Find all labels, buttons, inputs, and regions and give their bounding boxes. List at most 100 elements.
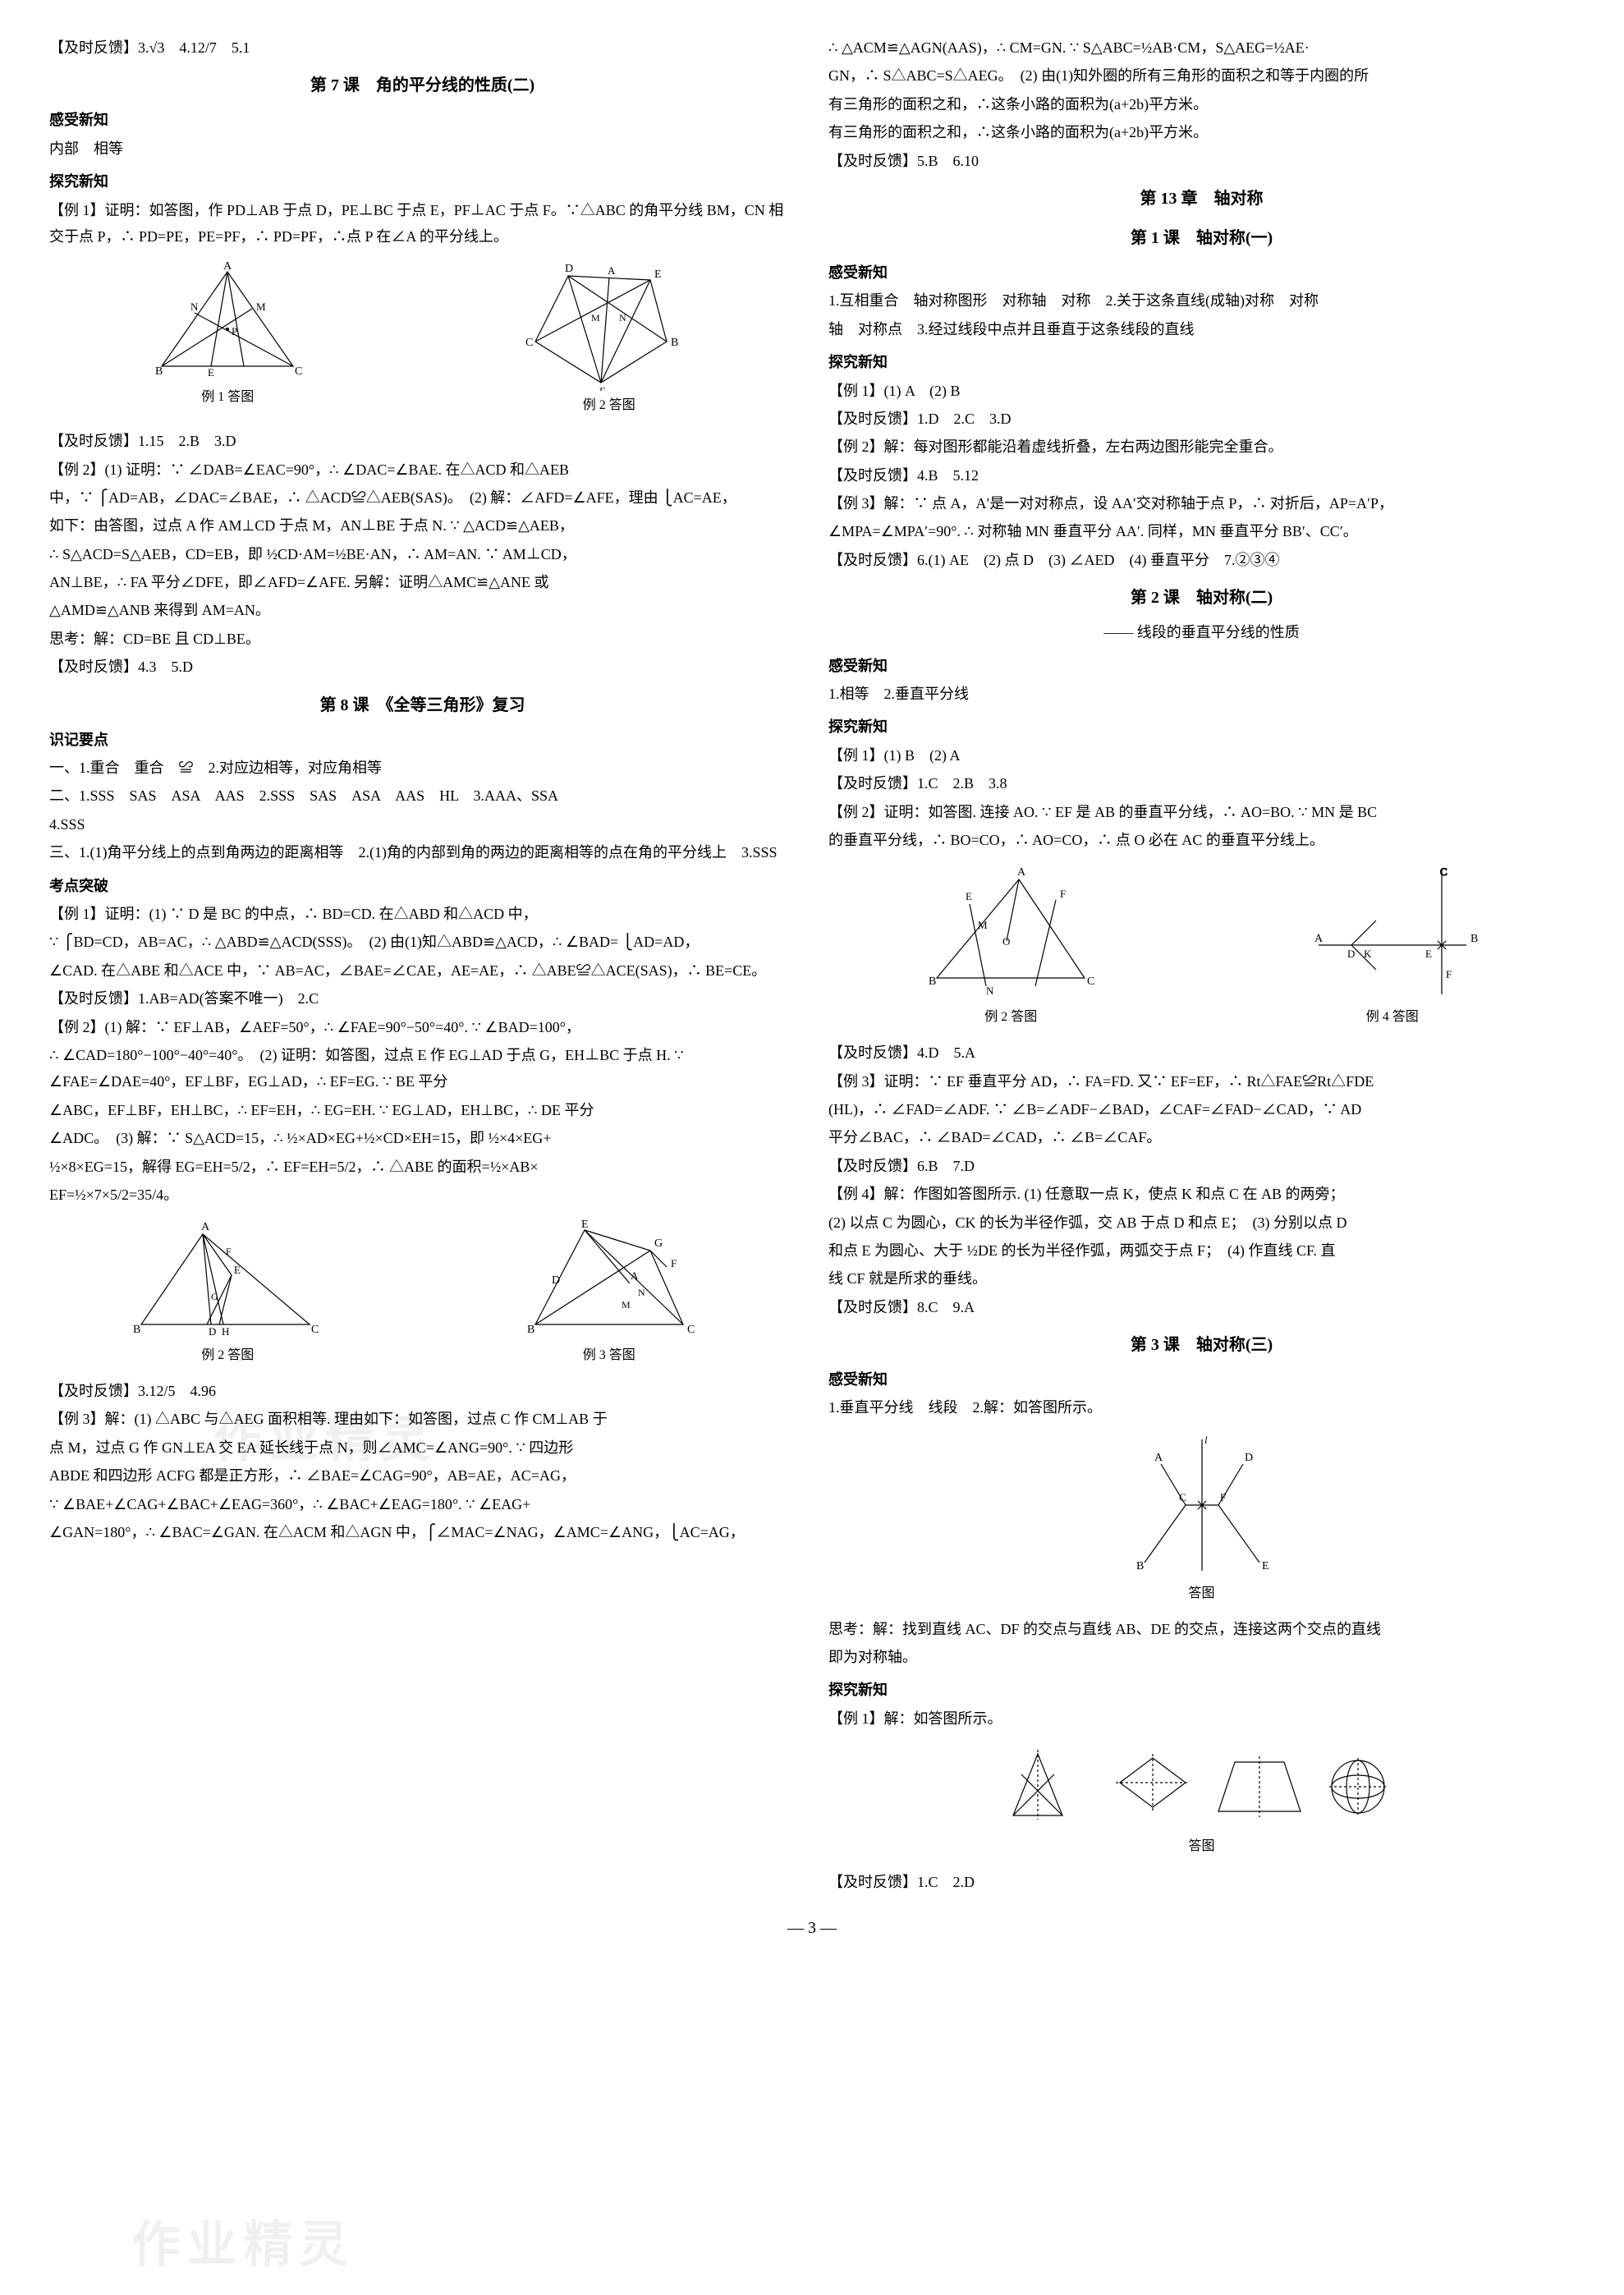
section-heading: 探究新知: [828, 714, 1575, 740]
svg-text:B: B: [671, 337, 678, 349]
svg-text:C: C: [1179, 1491, 1186, 1503]
body-text: 如下：由答图，过点 A 作 AM⊥CD 于点 M，AN⊥BE 于点 N. ∵ △…: [49, 512, 796, 539]
section-heading: 探究新知: [49, 168, 796, 195]
body-text: GN，∴ S△ABC=S△AEG。 (2) 由(1)知外圈的所有三角形的面积之和…: [828, 62, 1575, 89]
svg-text:B: B: [929, 975, 936, 988]
svg-text:N: N: [619, 312, 626, 324]
svg-text:O: O: [1002, 935, 1010, 948]
body-text: ∴ △ACM≌△AGN(AAS)，∴ CM=GN. ∵ S△ABC=½AB·CM…: [828, 34, 1575, 61]
geometry-diagram-icon: E B D A G F C N M: [502, 1218, 716, 1341]
feedback-text: 【及时反馈】1.C 2.B 3.8: [828, 770, 1575, 796]
figure-row: A B C E M F O N 例 2 答图 C: [828, 863, 1575, 1030]
lesson-title: 第 7 课 角的平分线的性质(二): [49, 71, 796, 100]
body-text: △AMD≌△ANB 来得到 AM=AN。: [49, 597, 796, 623]
svg-text:A: A: [1017, 866, 1026, 879]
feedback-text: 【及时反馈】6.(1) AE (2) 点 D (3) ∠AED (4) 垂直平分…: [828, 547, 1575, 573]
body-text: 三、1.(1)角平分线上的点到角两边的距离相等 2.(1)角的内部到角的两边的距…: [49, 839, 796, 865]
body-text: 中，∵ ⎧AD=AB，∠DAC=∠BAE，∴ △ACD≌△AEB(SAS)。 (…: [49, 484, 796, 511]
lesson-subtitle: —— 线段的垂直平分线的性质: [828, 619, 1575, 645]
symmetry-diagram-icon: l A D C F B E: [1103, 1431, 1301, 1579]
page-number: — 3 —: [49, 1913, 1575, 1943]
feedback-text: 【及时反馈】4.3 5.D: [49, 654, 796, 680]
body-text: 思考：解：CD=BE 且 CD⊥BE。: [49, 626, 796, 652]
feedback-text: 【及时反馈】3.12/5 4.96: [49, 1378, 796, 1404]
body-text: ∠ADC。 (3) 解：∵ S△ACD=15，∴ ½×AD×EG+½×CD×EH…: [49, 1125, 796, 1151]
svg-text:E: E: [966, 890, 972, 902]
svg-text:E: E: [234, 1264, 241, 1276]
figure-row: l A D C F B E 答图: [828, 1431, 1575, 1606]
body-text: ∴ ∠CAD=180°−100°−40°=40°。 (2) 证明：如答图，过点 …: [49, 1042, 796, 1095]
svg-text:F: F: [599, 385, 605, 391]
figure-caption: 例 3 答图: [502, 1344, 716, 1368]
svg-text:B: B: [155, 365, 163, 378]
svg-text:N: N: [190, 301, 199, 313]
section-heading: 考点突破: [49, 873, 796, 899]
figure-row: A B C N M P E 例 1 答图 D: [49, 259, 796, 418]
body-text: 一、1.重合 重合 ≌ 2.对应边相等，对应角相等: [49, 755, 796, 781]
svg-text:F: F: [1446, 968, 1452, 980]
svg-text:H: H: [222, 1325, 229, 1338]
svg-text:G: G: [654, 1237, 663, 1250]
feedback-text: 【及时反馈】1.D 2.C 3.D: [828, 406, 1575, 432]
body-text: 【例 2】解：每对图形都能沿着虚线折叠，左右两边图形能完全重合。: [828, 434, 1575, 460]
figure: E B D A G F C N M 例 3 答图: [502, 1218, 716, 1368]
svg-text:M: M: [591, 312, 600, 324]
feedback-text: 【及时反馈】3.√3 4.12/7 5.1: [49, 34, 796, 61]
svg-text:M: M: [256, 301, 266, 313]
body-text: ∠MPA=∠MPA′=90°. ∴ 对称轴 MN 垂直平分 AA′. 同样，MN…: [828, 518, 1575, 544]
section-heading: 识记要点: [49, 727, 796, 753]
svg-text:E: E: [654, 269, 662, 281]
geometry-diagram-icon: D A E C B F M N: [519, 259, 700, 391]
svg-text:E: E: [1425, 948, 1432, 960]
feedback-text: 【及时反馈】1.AB=AD(答案不唯一) 2.C: [49, 985, 796, 1012]
body-text: 有三角形的面积之和，∴这条小路的面积为(a+2b)平方米。: [828, 91, 1575, 117]
figure-caption: 答图: [1103, 1582, 1301, 1606]
body-text: 【例 4】解：作图如答图所示. (1) 任意取一点 K，使点 K 和点 C 在 …: [828, 1181, 1575, 1207]
body-text: 【例 1】(1) A (2) B: [828, 378, 1575, 404]
body-text: ∠GAN=180°，∴ ∠BAC=∠GAN. 在△ACM 和△AGN 中，⎧∠M…: [49, 1519, 796, 1545]
body-text: 【例 2】(1) 解：∵ EF⊥AB，∠AEF=50°，∴ ∠FAE=90°−5…: [49, 1014, 796, 1040]
geometry-diagram-icon: C A B D K E F: [1302, 863, 1483, 1003]
svg-text:M: M: [622, 1299, 631, 1310]
body-text: 和点 E 为圆心、大于 ½DE 的长为半径作弧，两弧交于点 F； (4) 作直线…: [828, 1237, 1575, 1264]
body-text: 4.SSS: [49, 811, 796, 838]
body-text: ∵ ⎧BD=CD，AB=AC，∴ △ABD≌△ACD(SSS)。 (2) 由(1…: [49, 929, 796, 955]
body-text: 轴 对称点 3.经过线段中点并且垂直于这条线段的直线: [828, 316, 1575, 342]
svg-text:E: E: [1262, 1560, 1269, 1572]
body-text: AN⊥BE，∴ FA 平分∠DFE，即∠AFD=∠AFE. 另解：证明△AMC≌…: [49, 569, 796, 595]
figure-caption: 例 2 答图: [129, 1344, 326, 1368]
section-heading: 感受新知: [828, 259, 1575, 286]
triangle-diagram-icon: A B C E F G D H: [129, 1218, 326, 1341]
svg-text:C: C: [311, 1324, 319, 1336]
triangle-diagram-icon: A B C E M F O N: [920, 863, 1101, 1003]
svg-text:A: A: [1314, 933, 1324, 945]
figure: 答图: [997, 1742, 1407, 1859]
svg-text:K: K: [1364, 948, 1372, 960]
svg-text:C: C: [295, 365, 302, 378]
svg-text:A: A: [1154, 1452, 1163, 1464]
body-text: ∵ ∠BAE+∠CAG+∠BAC+∠EAG=360°，∴ ∠BAC+∠EAG=1…: [49, 1491, 796, 1517]
body-text: 【例 1】(1) B (2) A: [828, 742, 1575, 769]
svg-text:D: D: [209, 1325, 216, 1338]
svg-text:l: l: [1204, 1434, 1208, 1446]
body-text: 1.互相重合 轴对称图形 对称轴 对称 2.关于这条直线(成轴)对称 对称: [828, 287, 1575, 314]
svg-text:A: A: [201, 1221, 210, 1233]
lesson-title: 第 3 课 轴对称(三): [828, 1330, 1575, 1360]
body-text: 二、1.SSS SAS ASA AAS 2.SSS SAS ASA AAS HL…: [49, 783, 796, 809]
svg-text:F: F: [671, 1257, 677, 1269]
lesson-title: 第 8 课 《全等三角形》复习: [49, 691, 796, 720]
figure: A B C E F G D H 例 2 答图: [129, 1218, 326, 1368]
svg-text:B: B: [1470, 933, 1478, 945]
svg-text:G: G: [211, 1291, 218, 1302]
section-heading: 探究新知: [828, 349, 1575, 375]
feedback-text: 【及时反馈】4.B 5.12: [828, 462, 1575, 489]
body-text: ½×8×EG=15，解得 EG=EH=5/2，∴ EF=EH=5/2，∴ △AB…: [49, 1154, 796, 1180]
triangle-diagram-icon: A B C N M P E: [145, 259, 310, 383]
lesson-title: 第 1 课 轴对称(一): [828, 223, 1575, 253]
body-text: 【例 1】解：如答图所示。: [828, 1705, 1575, 1732]
body-text: 【例 1】证明：如答图，作 PD⊥AB 于点 D，PE⊥BC 于点 E，PF⊥A…: [49, 197, 796, 250]
svg-text:M: M: [978, 919, 988, 931]
body-text: 1.垂直平分线 线段 2.解：如答图所示。: [828, 1394, 1575, 1421]
symmetry-shapes-icon: [997, 1742, 1407, 1832]
page-container: 【及时反馈】3.√3 4.12/7 5.1 第 7 课 角的平分线的性质(二) …: [49, 33, 1575, 1897]
